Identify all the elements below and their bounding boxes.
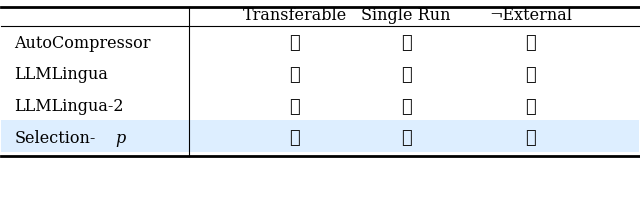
Text: ✓: ✓ (525, 129, 536, 146)
Text: Selection-: Selection- (14, 129, 95, 146)
Text: LLMLingua-2: LLMLingua-2 (14, 98, 124, 115)
Text: LLMLingua: LLMLingua (14, 66, 108, 83)
Text: ✓: ✓ (525, 34, 536, 52)
Text: Transferable: Transferable (243, 7, 347, 24)
Text: ✓: ✓ (401, 129, 412, 146)
Text: ✗: ✗ (401, 66, 412, 84)
Text: ✓: ✓ (289, 66, 300, 84)
Text: ✗: ✗ (525, 97, 536, 115)
Text: ✓: ✓ (401, 97, 412, 115)
Text: ✓: ✓ (401, 34, 412, 52)
Text: ✓: ✓ (525, 66, 536, 84)
Text: ✗: ✗ (289, 34, 300, 52)
Text: Single Run: Single Run (361, 7, 451, 24)
Text: ✓: ✓ (289, 129, 300, 146)
Text: ¬External: ¬External (489, 7, 572, 24)
Bar (1, 120, 639, 152)
Text: ✓: ✓ (289, 97, 300, 115)
Text: p: p (115, 129, 125, 146)
Text: AutoCompressor: AutoCompressor (14, 35, 150, 52)
